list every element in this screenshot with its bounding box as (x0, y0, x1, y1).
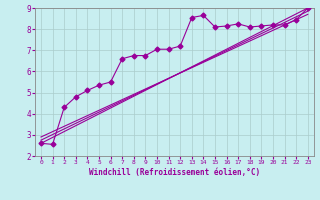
X-axis label: Windchill (Refroidissement éolien,°C): Windchill (Refroidissement éolien,°C) (89, 168, 260, 177)
